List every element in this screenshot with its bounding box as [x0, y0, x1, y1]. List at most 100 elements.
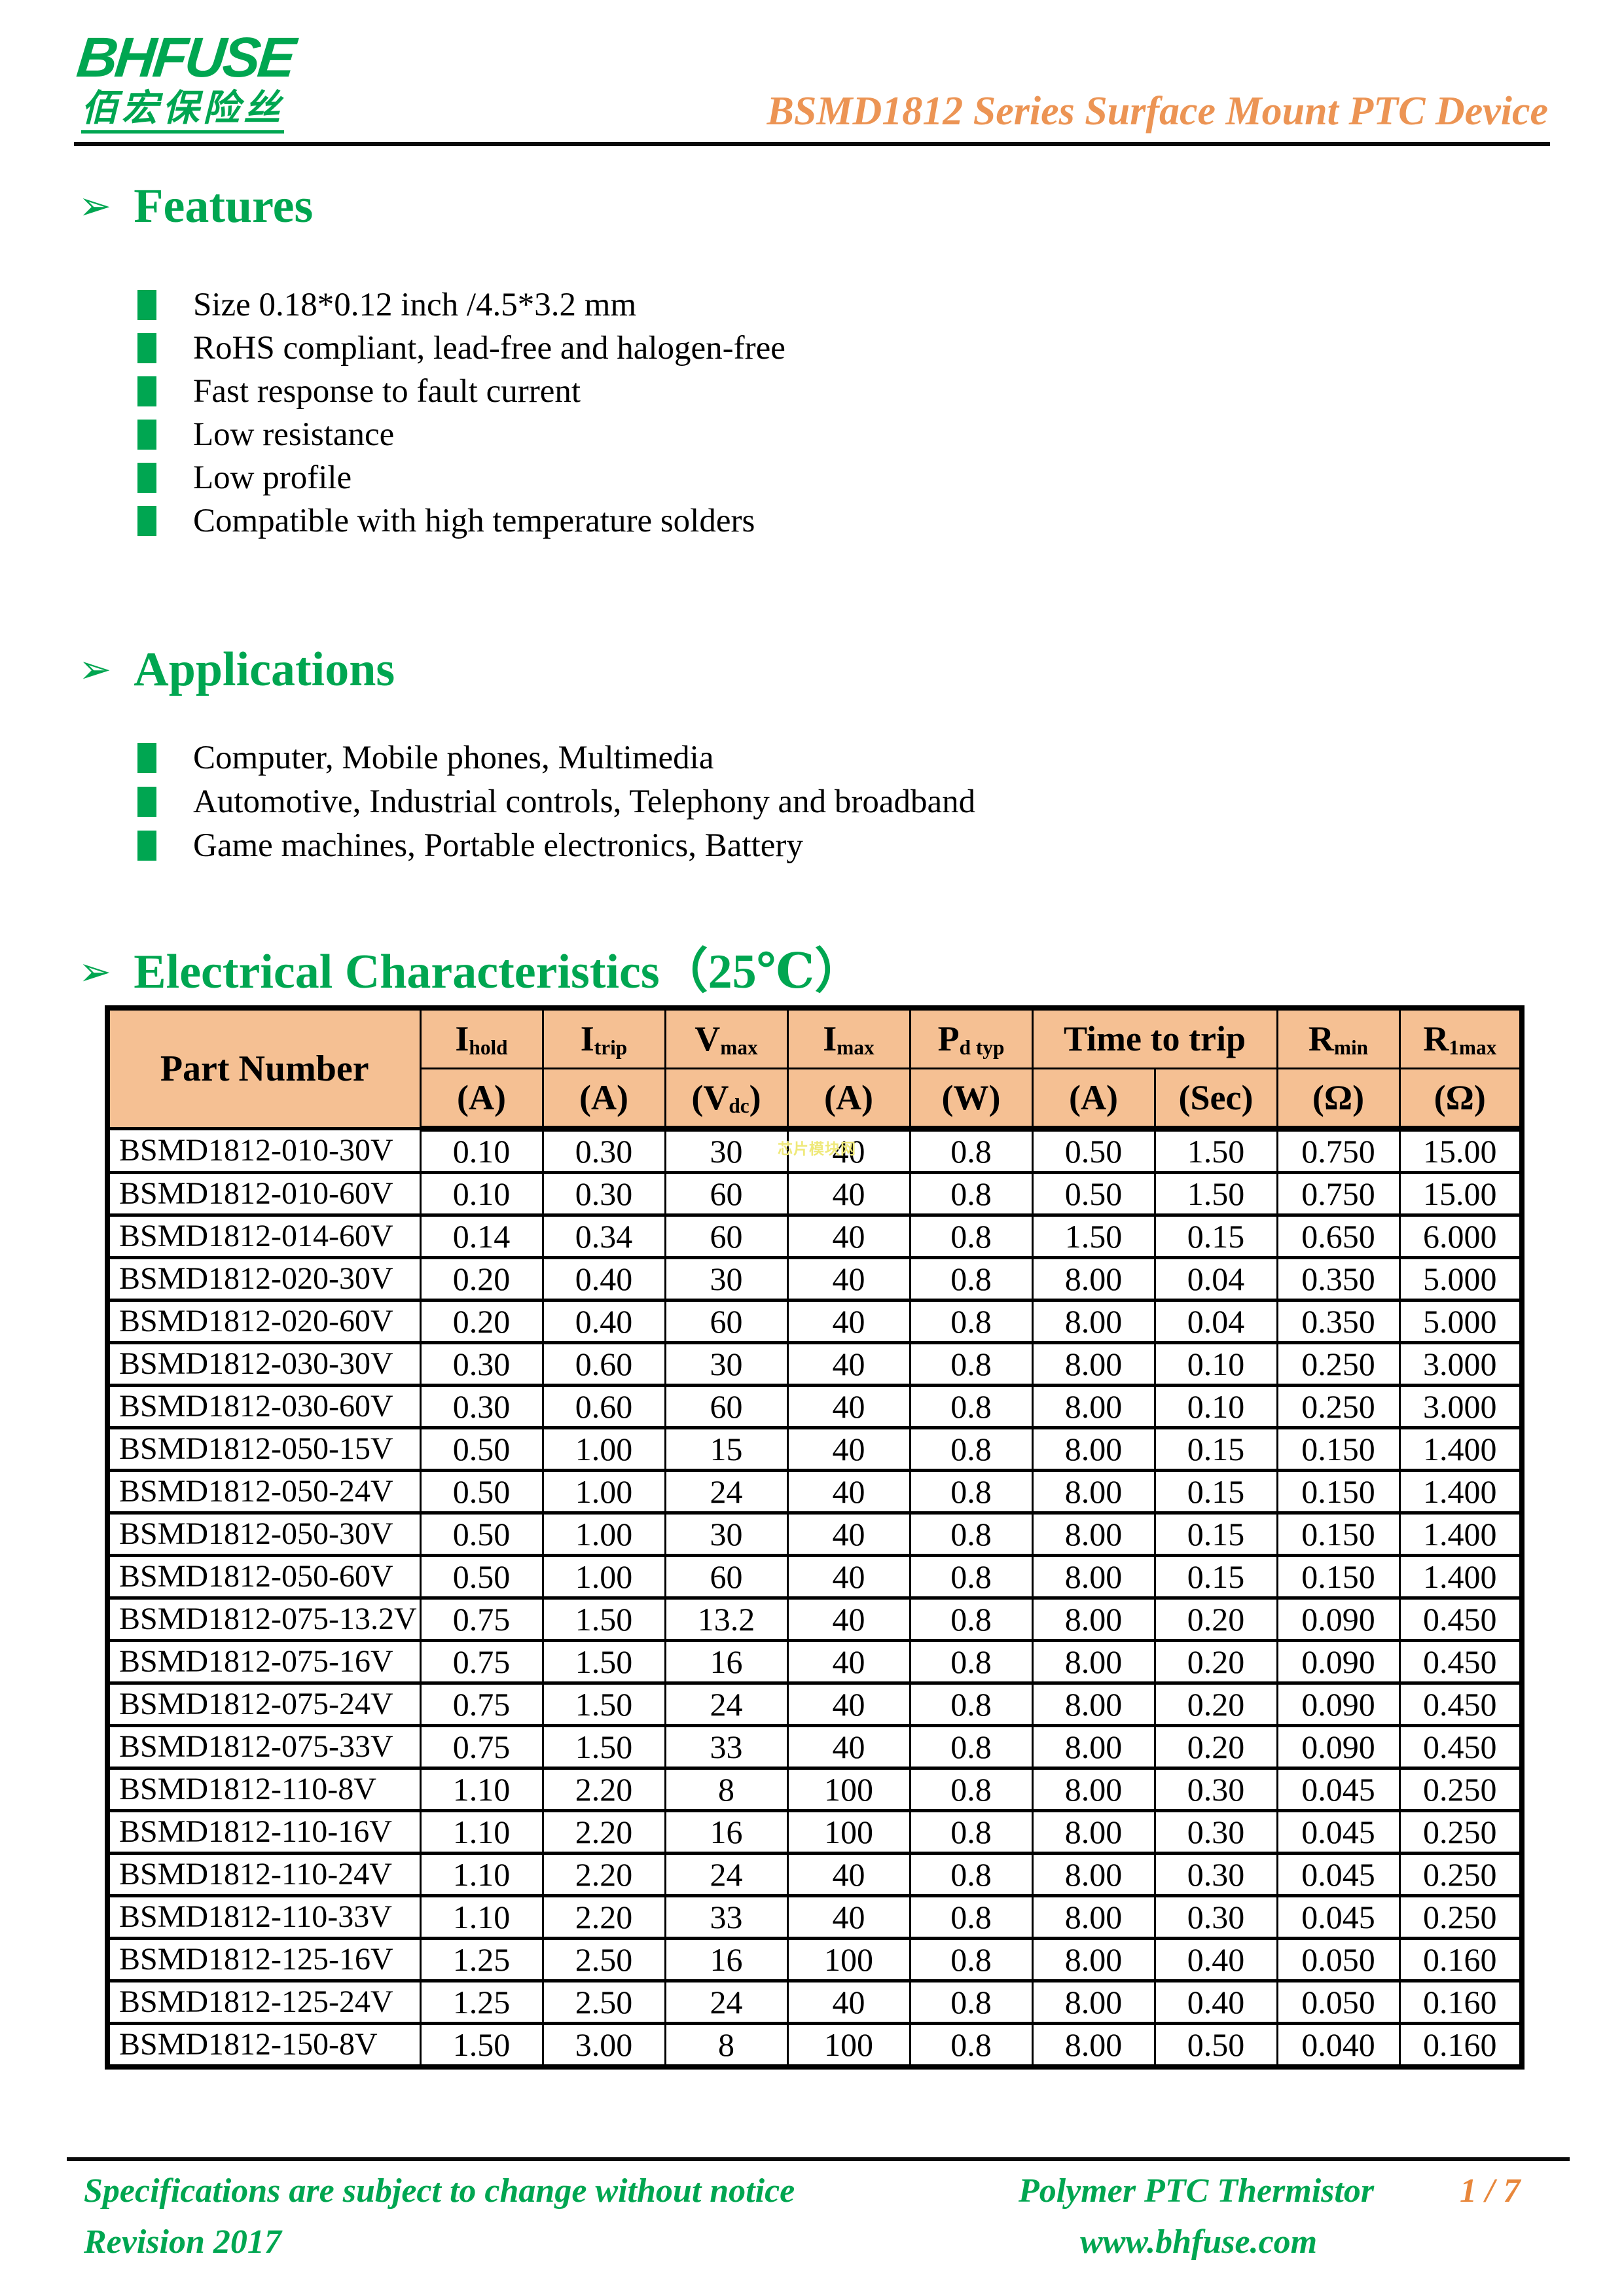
- value-cell: 40: [786, 1511, 911, 1557]
- value-cell: 0.090: [1276, 1681, 1401, 1727]
- table-row: BSMD1812-020-30V 0.20 0.40 30 40 0.8 8.00 0.04 0…: [106, 1255, 1523, 1302]
- value-cell: 0.8: [909, 1553, 1034, 1600]
- value-cell: 8.00: [1031, 1979, 1156, 2025]
- part-number-cell: BSMD1812-010-60V: [106, 1170, 422, 1217]
- symbol-main: P: [937, 1019, 960, 1059]
- value-cell: 0.8: [909, 1979, 1034, 2025]
- value-cell: 0.30: [419, 1340, 544, 1387]
- value-cell: 0.75: [419, 1596, 544, 1642]
- value-cell: 40: [786, 1170, 911, 1217]
- value-cell: 0.15: [1153, 1553, 1278, 1600]
- value-cell: 0.30: [1153, 1808, 1278, 1855]
- value-cell: 33: [664, 1893, 789, 1940]
- value-cell: 0.8: [909, 1468, 1034, 1515]
- value-cell: 0.8: [909, 1681, 1034, 1727]
- value-cell: 0.40: [541, 1298, 666, 1344]
- value-cell: 0.60: [541, 1340, 666, 1387]
- value-cell: 15.00: [1398, 1170, 1523, 1217]
- value-cell: 0.040: [1276, 2021, 1401, 2068]
- value-cell: 2.20: [541, 1893, 666, 1940]
- value-cell: 0.750: [1276, 1126, 1401, 1174]
- value-cell: 0.8: [909, 1298, 1034, 1344]
- col-header-r1max: R1max: [1398, 1006, 1523, 1069]
- list-item: Low resistance: [137, 413, 785, 456]
- table-row: BSMD1812-020-60V 0.20 0.40 60 40 0.8 8.00 0.04 0…: [106, 1298, 1523, 1344]
- part-number-cell: BSMD1812-110-33V: [106, 1893, 422, 1940]
- value-cell: 1.400: [1398, 1426, 1523, 1472]
- table-body: BSMD1812-010-30V 0.10 0.30 30 40 0.8 0.50 1.50 0…: [106, 1126, 1523, 2068]
- part-number-cell: BSMD1812-075-33V: [106, 1723, 422, 1770]
- value-cell: 1.400: [1398, 1511, 1523, 1557]
- value-cell: 1.25: [419, 1979, 544, 2025]
- unit-main: ): [749, 1077, 761, 1117]
- value-cell: 1.00: [541, 1511, 666, 1557]
- value-cell: 16: [664, 1638, 789, 1685]
- unit-trip-current: (A): [1031, 1067, 1156, 1132]
- symbol-main: V: [695, 1019, 721, 1059]
- electrical-characteristics-heading: ➢ Electrical Characteristics（25℃）: [79, 946, 863, 997]
- table-row: BSMD1812-125-16V 1.25 2.50 16 100 0.8 8.00 0.40…: [106, 1936, 1523, 1982]
- table-row: BSMD1812-075-33V 0.75 1.50 33 40 0.8 8.00 0.20 0…: [106, 1723, 1523, 1770]
- table-row: BSMD1812-150-8V 1.50 3.00 8 100 0.8 8.00 0.50 0.…: [106, 2021, 1523, 2068]
- value-cell: 0.30: [541, 1126, 666, 1174]
- part-number-cell: BSMD1812-110-16V: [106, 1808, 422, 1855]
- part-number-cell: BSMD1812-125-24V: [106, 1979, 422, 2025]
- value-cell: 30: [664, 1255, 789, 1302]
- value-cell: 0.8: [909, 1936, 1034, 1982]
- table-row: BSMD1812-125-24V 1.25 2.50 24 40 0.8 8.00 0.40 0…: [106, 1979, 1523, 2025]
- symbol-main: I: [455, 1019, 469, 1059]
- col-header-itrip: Itrip: [541, 1006, 666, 1069]
- value-cell: 24: [664, 1681, 789, 1727]
- value-cell: 0.50: [419, 1511, 544, 1557]
- features-heading: ➢ Features: [79, 181, 313, 232]
- value-cell: 0.15: [1153, 1213, 1278, 1259]
- value-cell: 1.50: [1153, 1126, 1278, 1174]
- part-number-cell: BSMD1812-050-24V: [106, 1468, 422, 1515]
- value-cell: 1.10: [419, 1766, 544, 1812]
- symbol-sub: d typ: [959, 1035, 1005, 1059]
- unit-itrip: (A): [541, 1067, 666, 1132]
- value-cell: 0.090: [1276, 1638, 1401, 1685]
- value-cell: 0.8: [909, 1213, 1034, 1259]
- value-cell: 0.050: [1276, 1979, 1401, 2025]
- value-cell: 0.150: [1276, 1553, 1401, 1600]
- table-row: BSMD1812-010-60V 0.10 0.30 60 40 0.8 0.50 1.50 0…: [106, 1170, 1523, 1217]
- value-cell: 15.00: [1398, 1126, 1523, 1174]
- value-cell: 2.20: [541, 1808, 666, 1855]
- value-cell: 33: [664, 1723, 789, 1770]
- value-cell: 0.250: [1398, 1893, 1523, 1940]
- part-number-cell: BSMD1812-110-24V: [106, 1851, 422, 1897]
- value-cell: 0.8: [909, 1851, 1034, 1897]
- col-header-rmin: Rmin: [1276, 1006, 1401, 1069]
- symbol-sub: max: [720, 1035, 758, 1059]
- value-cell: 0.10: [419, 1126, 544, 1174]
- table-row: BSMD1812-030-30V 0.30 0.60 30 40 0.8 8.00 0.10 0…: [106, 1340, 1523, 1387]
- list-item-text: Fast response to fault current: [193, 373, 581, 410]
- value-cell: 40: [786, 1596, 911, 1642]
- col-header-imax: Imax: [786, 1006, 911, 1069]
- value-cell: 15: [664, 1426, 789, 1472]
- value-cell: 40: [786, 1979, 911, 2025]
- value-cell: 8: [664, 2021, 789, 2068]
- value-cell: 0.50: [419, 1468, 544, 1515]
- value-cell: 0.30: [541, 1170, 666, 1217]
- value-cell: 0.160: [1398, 2021, 1523, 2068]
- value-cell: 30: [664, 1511, 789, 1557]
- value-cell: 0.20: [1153, 1596, 1278, 1642]
- value-cell: 0.350: [1276, 1298, 1401, 1344]
- list-item-text: Low profile: [193, 459, 352, 496]
- value-cell: 3.000: [1398, 1383, 1523, 1429]
- table-row: BSMD1812-110-33V 1.10 2.20 33 40 0.8 8.00 0.30 0…: [106, 1893, 1523, 1940]
- table-row: BSMD1812-050-60V 0.50 1.00 60 40 0.8 8.00 0.15 0…: [106, 1553, 1523, 1600]
- col-header-ihold: Ihold: [419, 1006, 544, 1069]
- value-cell: 60: [664, 1170, 789, 1217]
- part-number-cell: BSMD1812-110-8V: [106, 1766, 422, 1812]
- list-item-text: Size 0.18*0.12 inch /4.5*3.2 mm: [193, 287, 637, 323]
- value-cell: 3.000: [1398, 1340, 1523, 1387]
- document-title: BSMD1812 Series Surface Mount PTC Device: [767, 89, 1549, 134]
- list-item: RoHS compliant, lead-free and halogen-fr…: [137, 327, 785, 370]
- value-cell: 0.8: [909, 1383, 1034, 1429]
- value-cell: 8.00: [1031, 1511, 1156, 1557]
- value-cell: 0.8: [909, 1638, 1034, 1685]
- value-cell: 8.00: [1031, 1553, 1156, 1600]
